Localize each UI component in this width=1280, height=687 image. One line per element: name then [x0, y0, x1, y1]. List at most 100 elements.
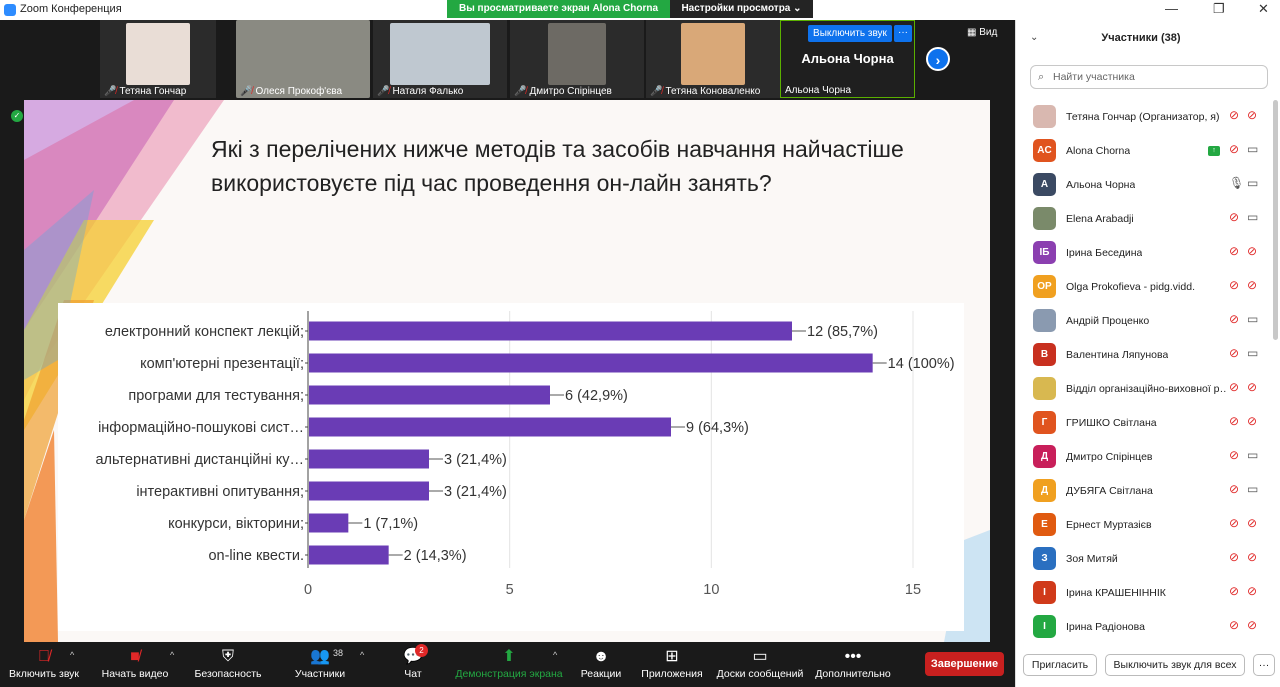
- mic-muted-icon[interactable]: ⊘: [1229, 482, 1240, 496]
- audio-options-caret-icon[interactable]: ^: [70, 650, 75, 660]
- data-label: 6 (42,9%): [565, 388, 628, 404]
- participant-row[interactable]: І Ірина КРАШЕНІННІК ⊘ ⊘: [1016, 576, 1272, 610]
- bar-chart-svg: електронний конспект лекцій; 12 (85,7%) ко…: [95, 311, 955, 598]
- close-icon[interactable]: ✕: [1258, 1, 1269, 16]
- participant-row[interactable]: І Ірина Радіонова ⊘ ⊘: [1016, 610, 1272, 644]
- camera-on-icon[interactable]: ▭: [1247, 448, 1259, 462]
- avatar: OP: [1033, 275, 1056, 298]
- next-page-arrow-icon[interactable]: ›: [926, 47, 950, 71]
- video-tile[interactable]: 🎤̸ Наталя Фалько: [373, 20, 507, 98]
- camera-on-icon[interactable]: ▭: [1247, 482, 1259, 496]
- mic-on-icon[interactable]: 🎙: [1229, 176, 1245, 190]
- camera-on-icon[interactable]: ▭: [1247, 312, 1259, 326]
- camera-off-icon[interactable]: ⊘: [1247, 108, 1258, 122]
- camera-on-icon[interactable]: ▭: [1247, 142, 1259, 156]
- reactions-button[interactable]: ☻ Реакции: [578, 646, 624, 680]
- camera-off-icon[interactable]: ⊘: [1247, 244, 1258, 258]
- participant-row[interactable]: Андрій Проценко ⊘ ▭: [1016, 304, 1272, 338]
- mic-muted-icon[interactable]: ⊘: [1229, 346, 1240, 360]
- camera-on-icon[interactable]: ▭: [1247, 346, 1259, 360]
- avatar: [1033, 377, 1056, 400]
- end-meeting-button[interactable]: Завершение: [925, 652, 1004, 676]
- camera-off-icon[interactable]: ⊘: [1247, 584, 1258, 598]
- video-tile[interactable]: 🎤̸ Тетяна Коноваленко: [646, 20, 780, 98]
- mic-muted-icon[interactable]: ⊘: [1229, 380, 1240, 394]
- participants-button[interactable]: 👥 Участники: [292, 646, 348, 680]
- avatar: В: [1033, 343, 1056, 366]
- video-tile[interactable]: 🎤̸ Олеся Прокоф'єва: [236, 20, 370, 98]
- encryption-shield-icon[interactable]: ✓: [11, 110, 23, 122]
- mic-muted-icon[interactable]: ⊘: [1229, 142, 1240, 156]
- camera-on-icon[interactable]: ▭: [1247, 176, 1259, 190]
- category-label: комп'ютерні презентації;: [140, 356, 304, 372]
- camera-on-icon[interactable]: ▭: [1247, 210, 1259, 224]
- mic-muted-icon[interactable]: ⊘: [1229, 550, 1240, 564]
- participant-row[interactable]: Д ДУБЯГА Світлана ⊘ ▭: [1016, 474, 1272, 508]
- data-label: 9 (64,3%): [686, 420, 749, 436]
- mic-muted-icon[interactable]: ⊘: [1229, 618, 1240, 632]
- participant-row[interactable]: Д Дмитро Спірінцев ⊘ ▭: [1016, 440, 1272, 474]
- participants-scrollbar[interactable]: [1273, 100, 1278, 340]
- chat-unread-badge: 2: [415, 644, 428, 657]
- camera-off-icon[interactable]: ⊘: [1247, 516, 1258, 530]
- camera-off-icon[interactable]: ⊘: [1247, 414, 1258, 428]
- video-off-icon: ■̸: [130, 648, 140, 665]
- collapse-chevron-icon[interactable]: ⌄: [1030, 32, 1039, 43]
- apps-icon: ⊞: [665, 648, 679, 665]
- participant-row[interactable]: OP Olga Prokofieva - pidg.vidd. ⊘ ⊘: [1016, 270, 1272, 304]
- mic-muted-icon: 🎤̸: [240, 86, 253, 97]
- mic-muted-icon[interactable]: ⊘: [1229, 584, 1240, 598]
- share-caret-icon[interactable]: ^: [553, 650, 558, 660]
- mic-muted-icon[interactable]: ⊘: [1229, 108, 1240, 122]
- mic-muted-icon[interactable]: ⊘: [1229, 244, 1240, 258]
- mute-all-button[interactable]: Выключить звук для всех: [1105, 654, 1245, 676]
- invite-button[interactable]: Пригласить: [1023, 654, 1097, 676]
- participant-row[interactable]: A Альона Чорна 🎙 ▭: [1016, 168, 1272, 202]
- bar-chart: електронний конспект лекцій; 12 (85,7%) ко…: [58, 303, 964, 631]
- security-button[interactable]: ⛨ Безопасность: [194, 648, 262, 680]
- mic-muted-icon[interactable]: ⊘: [1229, 210, 1240, 224]
- more-button[interactable]: ••• Дополнительно: [815, 648, 891, 680]
- category-label: on-line квести.: [208, 548, 304, 564]
- participant-row[interactable]: ІБ Ірина Беседина ⊘ ⊘: [1016, 236, 1272, 270]
- participant-name: ГРИШКО Світлана: [1066, 417, 1157, 429]
- participant-row[interactable]: Г ГРИШКО Світлана ⊘ ⊘: [1016, 406, 1272, 440]
- mic-muted-icon[interactable]: ⊘: [1229, 516, 1240, 530]
- tile-name: Дмитро Спірінцев: [529, 86, 612, 97]
- participant-row[interactable]: В Валентина Ляпунова ⊘ ▭: [1016, 338, 1272, 372]
- share-screen-button[interactable]: ⬆ Демонстрация экрана: [455, 648, 563, 680]
- mic-muted-icon[interactable]: ⊘: [1229, 312, 1240, 326]
- mic-muted-icon[interactable]: ⊘: [1229, 414, 1240, 428]
- whiteboards-button[interactable]: ▭ Доски сообщений: [716, 648, 804, 680]
- video-options-caret-icon[interactable]: ^: [170, 650, 175, 660]
- camera-off-icon[interactable]: ⊘: [1247, 618, 1258, 632]
- participant-row[interactable]: Elena Arabadji ⊘ ▭: [1016, 202, 1272, 236]
- category-label: програми для тестування;: [128, 388, 304, 404]
- start-video-button[interactable]: ■̸ Начать видео: [101, 648, 169, 680]
- participant-search-input[interactable]: ⌕ Найти участника: [1030, 65, 1268, 89]
- unmute-button[interactable]: 🎙̸ Включить звук: [8, 648, 80, 680]
- apps-button[interactable]: ⊞ Приложения: [641, 648, 703, 680]
- participant-row[interactable]: Тетяна Гончар (Организатор, я) ⊘ ⊘: [1016, 100, 1272, 134]
- mic-muted-icon[interactable]: ⊘: [1229, 278, 1240, 292]
- video-tile[interactable]: 🎤̸ Тетяна Гончар: [100, 20, 216, 98]
- camera-off-icon[interactable]: ⊘: [1247, 380, 1258, 394]
- panel-more-button[interactable]: ···: [1253, 654, 1275, 676]
- mic-muted-icon[interactable]: ⊘: [1229, 448, 1240, 462]
- tile-more-button[interactable]: ···: [894, 25, 912, 42]
- camera-off-icon[interactable]: ⊘: [1247, 550, 1258, 564]
- camera-off-icon[interactable]: ⊘: [1247, 278, 1258, 292]
- participants-caret-icon[interactable]: ^: [360, 650, 365, 660]
- active-speaker-tile[interactable]: Выключить звук ··· Альона Чорна Альона Ч…: [780, 20, 915, 98]
- participant-row[interactable]: З Зоя Митяй ⊘ ⊘: [1016, 542, 1272, 576]
- minimize-icon[interactable]: —: [1165, 1, 1178, 16]
- maximize-icon[interactable]: ❐: [1213, 1, 1225, 16]
- participant-name: Відділ організаційно-виховної р…: [1066, 383, 1226, 395]
- participant-row[interactable]: Відділ організаційно-виховної р… ⊘ ⊘: [1016, 372, 1272, 406]
- unmute-participant-button[interactable]: Выключить звук: [808, 25, 892, 42]
- participant-row[interactable]: AC Alona Chorna ↑ ⊘ ▭: [1016, 134, 1272, 168]
- participant-row[interactable]: Е Ернест Муртазієв ⊘ ⊘: [1016, 508, 1272, 542]
- view-options-button[interactable]: Настройки просмотра ⌄: [670, 0, 813, 18]
- video-tile[interactable]: 🎤̸ Дмитро Спірінцев: [510, 20, 644, 98]
- view-button[interactable]: ▦ Вид: [967, 27, 998, 38]
